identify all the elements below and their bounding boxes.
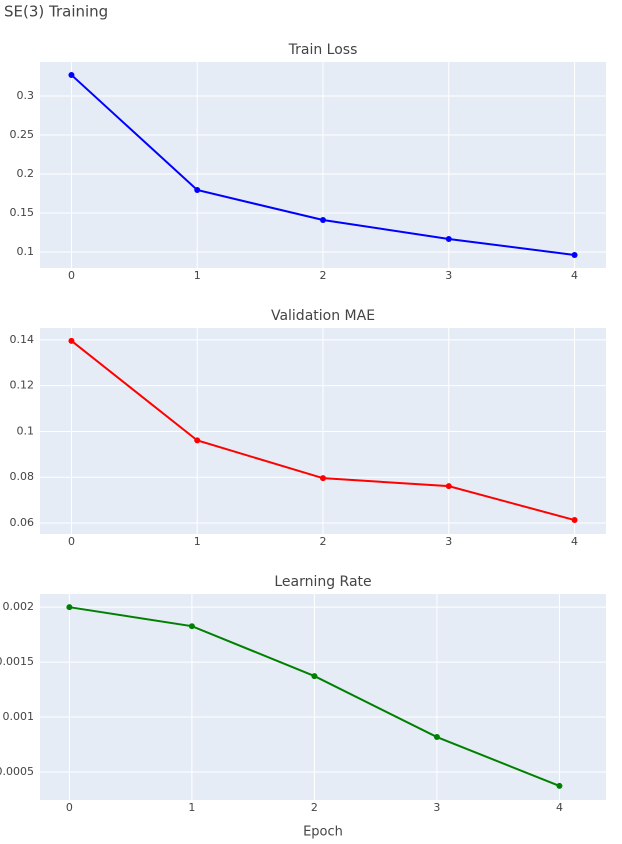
- y-tick-label: 0.1: [17, 424, 35, 437]
- x-tick-label: 0: [66, 801, 73, 814]
- y-tick-label: 0.3: [17, 89, 35, 102]
- y-tick-label: 0.06: [10, 516, 35, 529]
- marker: [66, 604, 73, 611]
- marker: [194, 437, 201, 444]
- subplot-title: Train Loss: [288, 42, 358, 58]
- x-tick-label: 2: [311, 801, 318, 814]
- marker: [571, 517, 578, 524]
- subplot-title: Validation MAE: [271, 308, 375, 324]
- y-tick-label: 0.0015: [0, 655, 34, 668]
- x-tick-label: 1: [188, 801, 195, 814]
- marker: [571, 251, 578, 258]
- subplot-title: Learning Rate: [274, 574, 371, 590]
- marker: [68, 71, 75, 78]
- marker: [556, 782, 563, 789]
- y-tick-label: 0.15: [10, 206, 35, 219]
- x-tick-label: 1: [194, 269, 201, 282]
- y-tick-label: 0.14: [10, 333, 35, 346]
- x-tick-label: 4: [571, 535, 578, 548]
- x-tick-label: 3: [433, 801, 440, 814]
- marker: [445, 235, 452, 242]
- x-tick-label: 4: [556, 801, 563, 814]
- y-tick-label: 0.25: [10, 128, 35, 141]
- x-tick-label: 4: [571, 269, 578, 282]
- y-tick-label: 0.002: [3, 600, 35, 613]
- marker: [68, 337, 75, 344]
- marker: [194, 186, 201, 193]
- y-tick-label: 0.2: [17, 167, 35, 180]
- marker: [311, 673, 318, 680]
- x-tick-label: 0: [68, 535, 75, 548]
- marker: [445, 483, 452, 490]
- x-tick-label: 1: [194, 535, 201, 548]
- y-tick-label: 0.12: [10, 379, 35, 392]
- y-tick-label: 0.08: [10, 470, 35, 483]
- page-title: SE(3) Training: [4, 3, 108, 21]
- marker: [320, 475, 326, 482]
- x-tick-label: 2: [320, 269, 327, 282]
- x-tick-label: 3: [445, 535, 452, 548]
- x-tick-label: 0: [68, 269, 75, 282]
- plot-area: [40, 594, 606, 800]
- marker: [320, 217, 326, 224]
- y-tick-label: 0.1: [17, 245, 35, 258]
- marker: [188, 623, 195, 630]
- x-tick-label: 2: [320, 535, 327, 548]
- y-tick-label: 0.001: [3, 710, 35, 723]
- x-tick-label: 3: [445, 269, 452, 282]
- marker: [433, 734, 440, 741]
- y-tick-label: 0.0005: [0, 765, 34, 778]
- x-axis-title: Epoch: [303, 825, 343, 840]
